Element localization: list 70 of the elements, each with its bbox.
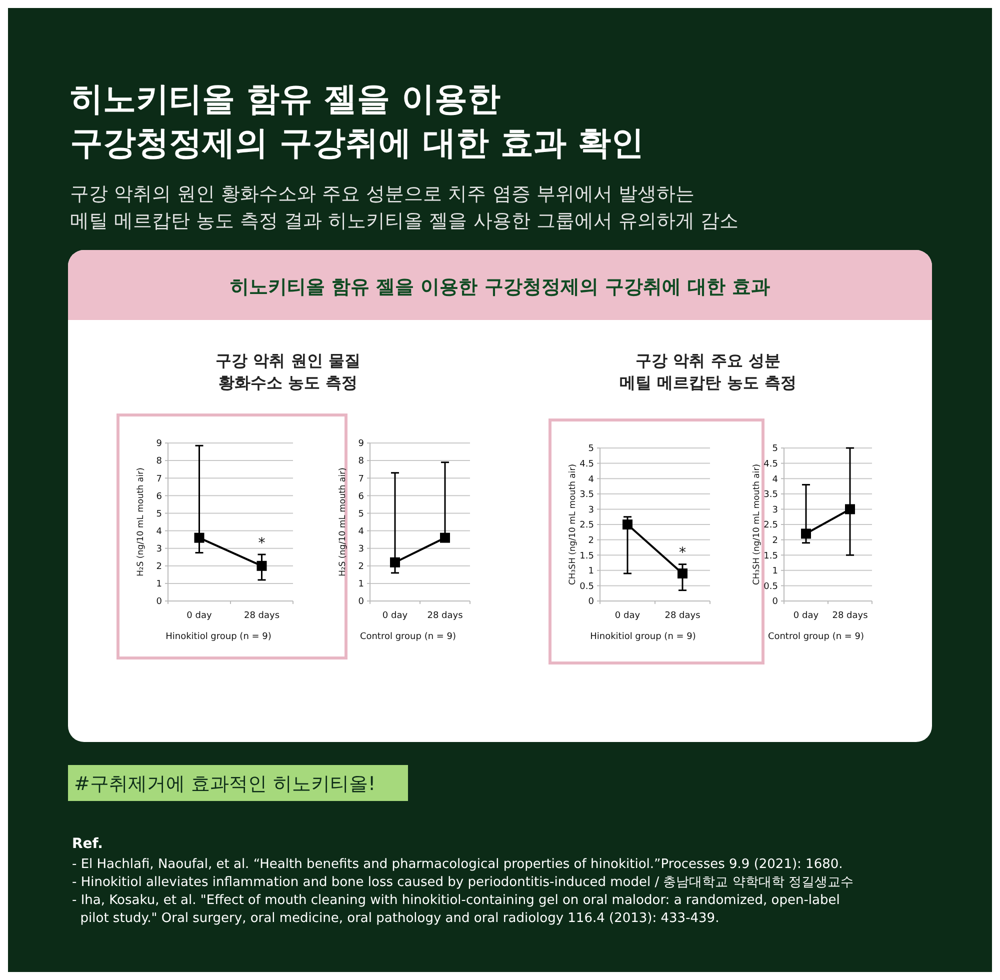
chart-title: 구강 악취 원인 물질 황화수소 농도 측정	[216, 351, 360, 392]
y-tick-label: 3	[588, 505, 594, 516]
annotation: *	[679, 545, 686, 562]
text: 히노키티올 함유 젤을 이용한 구강청정제의 구강취에 대한 효과 확인	[70, 79, 644, 162]
y-tick-label: 6	[358, 492, 364, 502]
y-axis-title: CH₃SH (ng/10 mL mouth air)	[752, 464, 762, 586]
y-tick-label: 0.5	[580, 582, 594, 592]
y-tick-label: 1.5	[764, 551, 778, 562]
y-tick-label: 4	[156, 526, 162, 537]
x-tick-label: 28 days	[832, 611, 868, 621]
y-tick-label: 1	[156, 580, 162, 590]
x-tick-label: 28 days	[244, 611, 280, 621]
y-tick-label: 9	[156, 439, 162, 450]
y-tick-label: 7	[156, 474, 162, 484]
y-tick-label: 4	[588, 474, 594, 485]
y-tick-label: 5	[156, 509, 162, 520]
y-tick-label: 3	[772, 505, 778, 516]
y-tick-label: 0	[772, 597, 778, 608]
y-tick-label: 2	[772, 536, 778, 546]
y-tick-label: 2	[588, 536, 594, 546]
y-tick-label: 9	[358, 439, 364, 450]
y-tick-label: 5	[358, 509, 364, 520]
text: 구강 악취의 원인 황화수소와 주요 성분으로 치주 염증 부위에서 발생하는 메틸 메르캅탄 농도 측정 결과 히노키티올 젤을 사용한 그룹에서 유의하게 감소	[70, 183, 738, 232]
y-tick-label: 4	[772, 474, 778, 485]
text: - El Hachlafi, Naoufal, et al. “Health benefits and pharmacological properties of hinokitiol.”Processes 9.9 (2021): 1680.	[72, 857, 843, 872]
x-axis-title: Control group (n = 9)	[360, 632, 456, 642]
y-tick-label: 4.5	[764, 459, 778, 470]
y-tick-label: 5	[772, 444, 778, 454]
y-tick-label: 1.5	[580, 551, 594, 562]
y-tick-label: 0.5	[764, 582, 778, 592]
text: 히노키티올 함유 젤을 이용한 구강청정제의 구강취에 대한 효과	[230, 276, 770, 298]
y-tick-label: 2	[156, 562, 162, 572]
y-tick-label: 1	[358, 580, 364, 590]
y-axis-title: H₂S (ng/10 mL mouth air)	[338, 468, 348, 576]
y-tick-label: 0	[588, 597, 594, 608]
y-tick-label: 8	[156, 456, 162, 467]
x-tick-label: 28 days	[427, 611, 464, 621]
text: #구취제거에 효과적인 히노키티올!	[74, 773, 376, 795]
y-axis-title: H₂S (ng/10 mL mouth air)	[136, 468, 146, 576]
y-tick-label: 2.5	[764, 520, 778, 531]
text: - Iha, Kosaku, et al. "Effect of mouth cleaning with hinokitiol-containing gel on oral malodor: a randomized, open-label pilot study." Oral surgery, oral medicine, oral pathology and oral radiology 116.4 (2013): 433-439.	[72, 893, 840, 926]
text: - Hinokitiol alleviates inflammation and bone loss caused by periodontitis-induced model / 충남대학교 약학대학 정길생교수	[72, 875, 854, 890]
annotation: *	[258, 535, 266, 552]
y-tick-label: 2	[358, 562, 364, 572]
y-tick-label: 4	[358, 526, 364, 537]
y-tick-label: 3	[156, 544, 162, 554]
y-tick-label: 8	[358, 456, 364, 467]
x-axis-title: Control group (n = 9)	[768, 632, 864, 642]
chart-title: 구강 악취 주요 성분 메틸 메르캅탄 농도 측정	[620, 351, 796, 392]
x-tick-label: 0 day	[793, 611, 820, 621]
x-tick-label: 0 day	[186, 611, 212, 621]
x-tick-label: 0 day	[382, 611, 408, 621]
x-axis-title: Hinokitiol group (n = 9)	[166, 632, 272, 642]
y-tick-label: 3.5	[764, 490, 778, 500]
y-tick-label: 4.5	[580, 459, 594, 470]
y-tick-label: 0	[358, 597, 364, 608]
y-tick-label: 0	[156, 597, 162, 608]
y-tick-label: 5	[588, 444, 594, 454]
y-tick-label: 3.5	[580, 490, 594, 500]
y-tick-label: 2.5	[580, 520, 594, 531]
y-tick-label: 6	[156, 492, 162, 502]
y-tick-label: 7	[358, 474, 364, 484]
x-tick-label: 0 day	[614, 611, 641, 621]
x-axis-title: Hinokitiol group (n = 9)	[590, 632, 696, 642]
x-tick-label: 28 days	[664, 611, 701, 621]
y-tick-label: 1	[588, 566, 594, 577]
y-axis-title: CH₃SH (ng/10 mL mouth air)	[568, 464, 578, 586]
y-tick-label: 3	[358, 544, 364, 554]
y-tick-label: 1	[772, 566, 778, 577]
text: Ref.	[72, 836, 103, 852]
